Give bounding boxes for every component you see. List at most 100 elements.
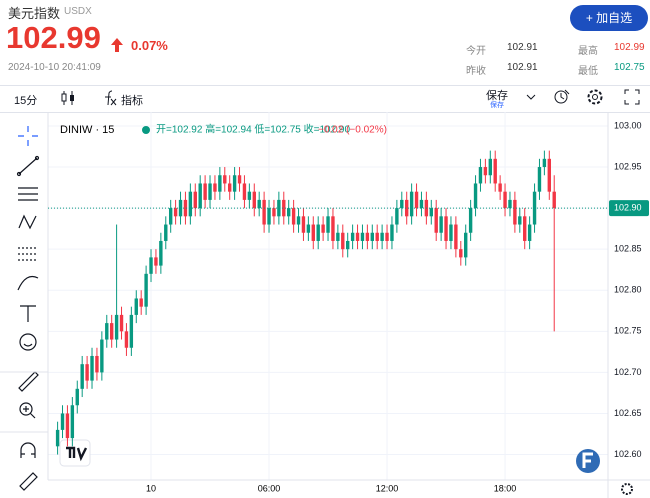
fullscreen-icon[interactable] [624,89,640,105]
candle-body [139,298,143,307]
y-tick-label: 102.75 [614,326,642,336]
code: USDX [64,6,92,17]
candle-body [100,339,104,373]
candle-body [336,232,340,241]
text-tool[interactable] [20,305,36,322]
crosshair-tool[interactable] [18,126,38,146]
magnet-tool[interactable] [20,442,36,458]
x-tick-label: 12:00 [376,483,399,493]
interval-button[interactable]: 15分 [14,95,38,107]
candle-body [365,232,370,241]
emoji-tool[interactable] [19,333,37,351]
add-watchlist-button[interactable]: + 加自选 [570,5,648,31]
candle-body [483,167,488,176]
f-logo [576,449,600,473]
y-tick-label: 103.00 [614,120,642,130]
candle-body [355,232,360,241]
projection-tool[interactable] [18,247,38,261]
candle-body [429,208,433,217]
candle-body [109,323,114,340]
y-tick-label: 102.85 [614,244,642,254]
candle-body [478,167,483,184]
brush-tool[interactable] [17,275,39,291]
indicators-button[interactable]: 指标 [121,95,143,107]
tv-logo [59,439,91,467]
candle-body [409,191,414,217]
candle-body [508,199,512,209]
candle-body [60,413,65,430]
candle-body [380,232,384,241]
zoom-tool[interactable] [19,402,33,416]
candle-body [208,183,212,200]
candle-body [464,232,468,258]
candle-body [459,249,463,258]
candle-body [144,273,148,307]
candle-body [282,199,286,217]
candle-body [370,232,374,241]
candle-body [85,364,89,381]
save-button[interactable]: 保存 [486,90,508,102]
change: 0.07% [131,38,168,53]
candle-body [272,208,276,217]
stat-label: 最低 [578,66,598,77]
candle-body [454,224,458,250]
candle-body [341,232,345,250]
stat-label: 今开 [466,46,486,57]
candle-body [232,175,237,192]
candle-body [488,158,492,176]
candle-body [527,224,532,241]
settings-icon[interactable] [586,88,604,106]
fx-icon[interactable] [100,89,118,107]
ruler-tool[interactable] [18,371,39,392]
pattern-tool[interactable] [18,214,37,230]
candle-body [134,298,138,315]
candle-body [262,199,266,225]
candle-body [95,355,99,373]
y-tick-label: 102.65 [614,408,642,418]
candle-body [518,216,522,225]
chevron-icon[interactable] [526,92,536,102]
candle-body [198,183,202,209]
candle-body [286,208,291,217]
chart: DINIW · 15 开=102.92 高=102.94 低=102.75 收=… [47,112,650,498]
candle-body [321,224,325,233]
y-tick-label: 102.80 [614,285,642,295]
price-label: 102.90 [614,202,642,212]
alert-icon[interactable] [553,88,571,106]
candle-body [213,183,217,192]
candle-body [306,224,311,233]
candle-body [159,240,163,266]
candle-body [350,232,355,241]
candle-body [390,224,394,241]
candle-body [385,232,389,241]
candle-body [296,216,301,225]
candle-body [70,405,75,439]
save-sub: 保存 [490,102,504,109]
up-arrow [111,38,123,52]
line-tool[interactable] [18,157,38,175]
candle-body [346,240,350,250]
candle-body [90,355,94,381]
x-tick-label: 18:00 [494,483,517,493]
candle-body [277,199,281,217]
candle-body [444,216,448,241]
stat-label: 最高 [578,46,598,57]
candle-body [547,158,551,192]
candle-body [331,216,335,241]
fib-tool[interactable] [18,187,38,201]
candle-body [129,314,134,348]
candle-body [523,216,527,241]
candle-body [473,183,478,209]
legend-change: −0.02 (−0.02%) [318,125,387,136]
settings-icon[interactable] [621,483,633,495]
chart-type-icon[interactable] [60,89,76,107]
candle-body [242,183,247,200]
candle-body [257,199,261,209]
stat-value: 102.91 [507,42,538,53]
pencil-tool[interactable] [19,472,38,491]
candle-body [498,183,502,192]
candle-body [311,224,315,241]
candle-body [316,224,320,241]
legend-status [142,126,150,134]
candle-body [55,429,60,447]
